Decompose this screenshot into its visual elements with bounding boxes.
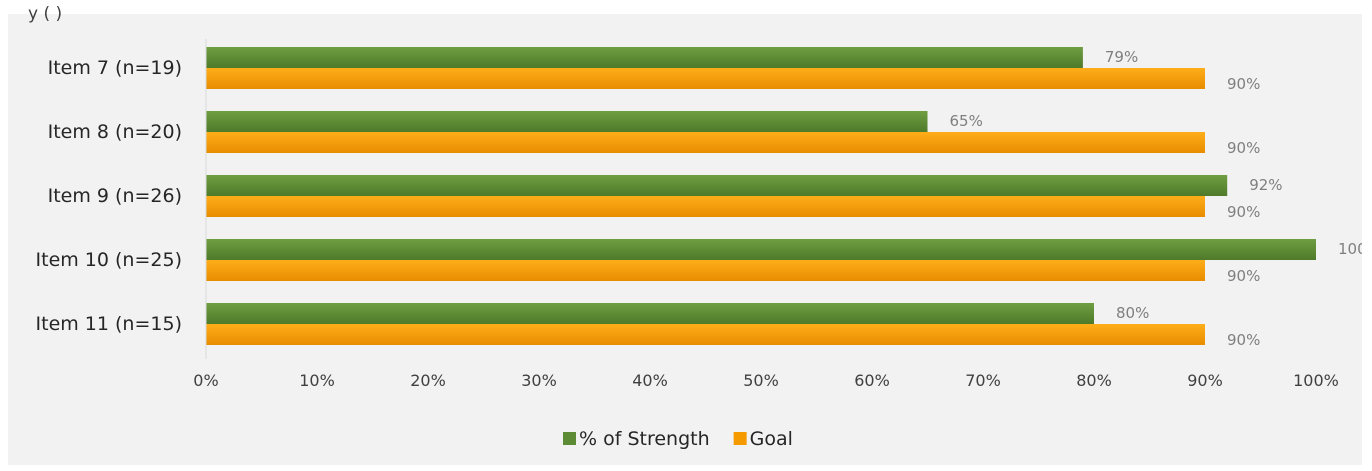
strength-data-label: 100% bbox=[1338, 240, 1362, 258]
x-tick-label: 20% bbox=[410, 371, 446, 390]
strength-bar bbox=[206, 111, 928, 132]
goal-bar bbox=[206, 196, 1205, 217]
goal-data-label: 90% bbox=[1227, 203, 1260, 221]
x-tick-label: 10% bbox=[299, 371, 335, 390]
strength-data-label: 92% bbox=[1249, 176, 1282, 194]
strength-bar bbox=[206, 303, 1094, 324]
x-tick-label: 90% bbox=[1187, 371, 1223, 390]
strength-data-label: 80% bbox=[1116, 304, 1149, 322]
strength-bar bbox=[206, 175, 1228, 196]
legend: % of Strength Goal bbox=[563, 428, 793, 450]
x-tick-label: 0% bbox=[193, 371, 218, 390]
horizontal-bar-chart: Item 7 (n=19) Item 8 (n=20) Item 9 (n=26) I… bbox=[36, 39, 1362, 450]
goal-data-label: 90% bbox=[1227, 331, 1260, 349]
goal-bar bbox=[206, 324, 1205, 345]
goal-bar bbox=[206, 260, 1205, 281]
legend-swatch-goal bbox=[733, 432, 747, 445]
x-tick-label: 60% bbox=[854, 371, 890, 390]
legend-label-strength: % of Strength bbox=[579, 428, 710, 450]
strength-bar bbox=[206, 47, 1083, 68]
x-tick-label: 80% bbox=[1076, 371, 1112, 390]
x-tick-label: 40% bbox=[632, 371, 668, 390]
category-label: Item 11 (n=15) bbox=[36, 313, 182, 335]
legend-label-goal: Goal bbox=[750, 428, 793, 450]
cropped-header-text: y ( ) bbox=[28, 5, 63, 23]
x-tick-label: 30% bbox=[521, 371, 557, 390]
category-label: Item 9 (n=26) bbox=[48, 185, 182, 207]
strength-bar bbox=[206, 239, 1316, 260]
goal-data-label: 90% bbox=[1227, 75, 1260, 93]
goal-bar bbox=[206, 68, 1205, 89]
category-label: Item 7 (n=19) bbox=[48, 57, 182, 79]
legend-swatch-strength bbox=[563, 432, 576, 445]
strength-data-label: 65% bbox=[950, 112, 983, 130]
category-label: Item 8 (n=20) bbox=[48, 121, 182, 143]
x-tick-label: 50% bbox=[743, 371, 779, 390]
category-label: Item 10 (n=25) bbox=[36, 249, 182, 271]
chart-frame: y ( ) Item 7 (n=19) Item 8 (n=20) Item 9 (… bbox=[8, 5, 1362, 465]
x-tick-label: 100% bbox=[1293, 371, 1339, 390]
goal-bar bbox=[206, 132, 1205, 153]
strength-data-label: 79% bbox=[1105, 48, 1138, 66]
goal-data-label: 90% bbox=[1227, 139, 1260, 157]
goal-data-label: 90% bbox=[1227, 267, 1260, 285]
x-tick-label: 70% bbox=[965, 371, 1001, 390]
